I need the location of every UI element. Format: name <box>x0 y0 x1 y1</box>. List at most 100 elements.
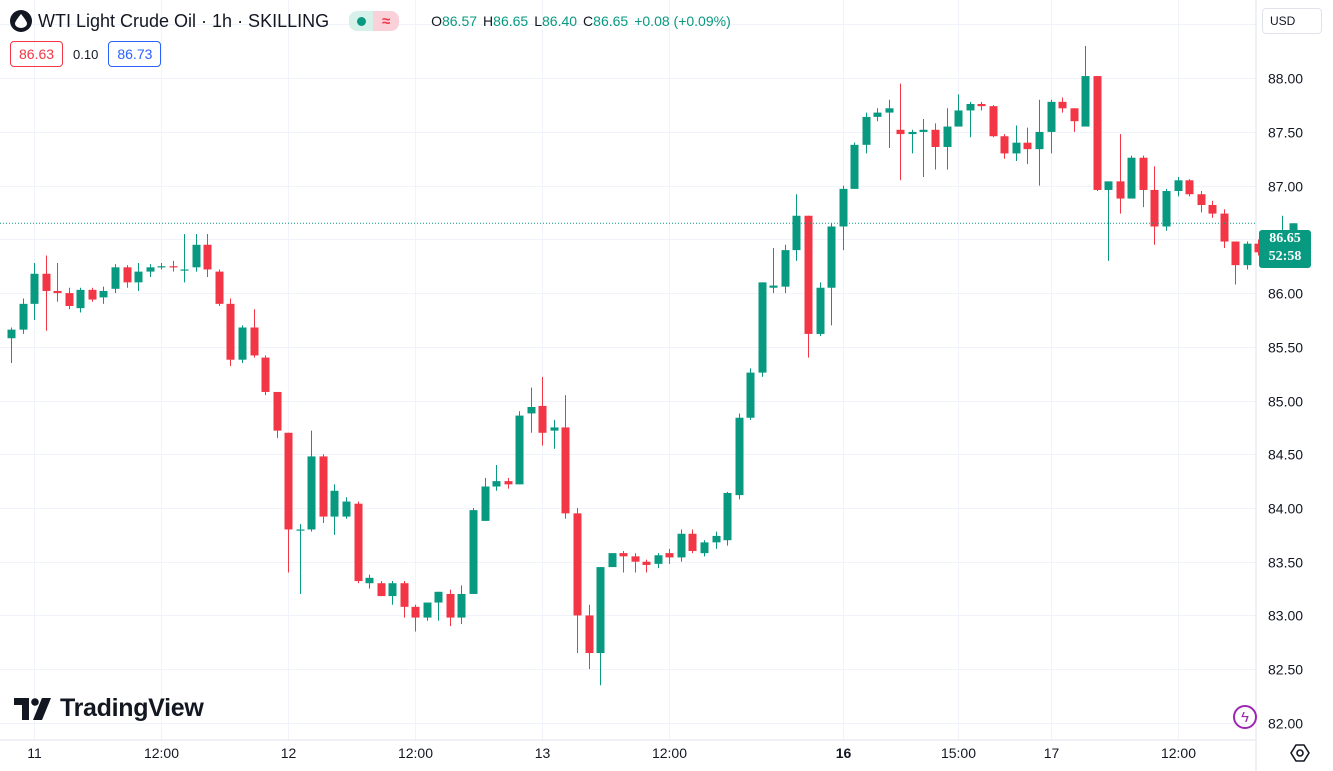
candle-body <box>504 481 513 485</box>
sell-button[interactable]: 86.63 <box>10 41 64 67</box>
time-tick-label: 12:00 <box>1161 745 1196 761</box>
candle <box>284 432 293 573</box>
candle-body <box>1127 157 1136 199</box>
candle <box>908 129 917 154</box>
logo-text: TradingView <box>60 694 204 722</box>
candle <box>261 355 270 396</box>
candle <box>1058 97 1067 113</box>
candle-body <box>919 129 928 132</box>
candle-body <box>896 129 905 135</box>
candle-body <box>1035 131 1044 150</box>
candle-body <box>758 282 767 373</box>
market-status[interactable]: ≈ <box>349 11 400 31</box>
candle-body <box>1139 157 1148 190</box>
candle <box>99 286 108 304</box>
candle-body <box>515 415 524 485</box>
time-tick-label: 16 <box>836 745 852 761</box>
candle <box>688 529 697 554</box>
candle <box>30 263 39 320</box>
candle <box>400 581 409 618</box>
candle-body <box>550 427 559 431</box>
candle-body <box>1197 194 1206 205</box>
candle <box>769 247 778 294</box>
open-value: 86.57 <box>441 13 478 29</box>
candle <box>250 309 259 358</box>
candle-body <box>65 293 74 306</box>
candle-body <box>954 110 963 127</box>
candle <box>226 298 235 367</box>
candle-body <box>319 456 328 517</box>
price-tick-label: 82.00 <box>1268 716 1303 732</box>
candle-body <box>642 561 651 565</box>
candle-body <box>1185 180 1194 195</box>
time-tick-label: 15:00 <box>941 745 976 761</box>
bar-countdown: 52:58 <box>1268 249 1302 264</box>
lightning-icon[interactable]: ϟ <box>1233 705 1257 729</box>
candle-body <box>931 129 940 147</box>
candle <box>1231 241 1240 285</box>
wave-icon: ≈ <box>373 11 400 31</box>
candle-body <box>561 427 570 514</box>
candle <box>954 94 963 127</box>
gear-icon[interactable] <box>1290 743 1310 763</box>
candle <box>943 108 952 170</box>
tradingview-logo[interactable]: TradingView <box>14 694 204 723</box>
candle <box>169 260 178 272</box>
candle <box>1220 209 1229 248</box>
candle <box>411 604 420 632</box>
currency-selector[interactable]: USD <box>1262 8 1322 34</box>
candle <box>561 395 570 519</box>
price-tick-label: 87.00 <box>1268 179 1303 195</box>
price-tick-label: 84.00 <box>1268 501 1303 517</box>
candle-body <box>723 492 732 541</box>
candle-body <box>238 327 247 360</box>
buy-button[interactable]: 86.73 <box>108 41 162 67</box>
candle-body <box>1231 241 1240 266</box>
candle-body <box>827 226 836 288</box>
candle-body <box>1023 142 1032 150</box>
candle-body <box>1208 204 1217 214</box>
candle <box>746 368 755 420</box>
candle-body <box>261 357 270 392</box>
candle-body <box>873 112 882 117</box>
candle <box>989 105 998 138</box>
candle <box>1162 188 1171 231</box>
candle <box>642 559 651 573</box>
candle <box>307 430 316 532</box>
ohlc-readout: O86.57 H86.65 L86.40 C86.65 +0.08 (+0.09… <box>431 13 731 29</box>
candle-body <box>1047 101 1056 132</box>
candle-body <box>423 602 432 618</box>
candle <box>1104 181 1113 261</box>
candle-body <box>1093 76 1102 190</box>
candle <box>1012 125 1021 161</box>
candle <box>42 255 51 331</box>
candle <box>1197 191 1206 213</box>
symbol-title[interactable]: WTI Light Crude Oil · 1h · SKILLING <box>38 10 330 31</box>
candle-body <box>816 287 825 334</box>
open-label: O <box>431 13 442 29</box>
candle <box>1047 99 1056 154</box>
candle-body <box>1081 76 1090 127</box>
candle <box>157 263 166 270</box>
candle-body <box>527 406 536 414</box>
candle-body <box>307 456 316 530</box>
candle-body <box>1174 180 1183 192</box>
candle-body <box>400 583 409 607</box>
candle-body <box>134 271 143 283</box>
candle-body <box>169 266 178 268</box>
candle-body <box>226 303 235 360</box>
candle-body <box>735 417 744 496</box>
candle-body <box>1012 142 1021 154</box>
chart-header: WTI Light Crude Oil · 1h · SKILLING ≈ O8… <box>10 8 731 34</box>
candle-body <box>804 215 813 334</box>
candle <box>1035 99 1044 186</box>
oil-drop-icon <box>10 10 32 32</box>
market-open-dot-icon <box>349 11 374 31</box>
candle <box>608 553 617 568</box>
candle-body <box>388 583 397 597</box>
candle-body <box>330 490 339 517</box>
candle-body <box>885 108 894 113</box>
candle-body <box>631 556 640 562</box>
candle-body <box>688 533 697 551</box>
